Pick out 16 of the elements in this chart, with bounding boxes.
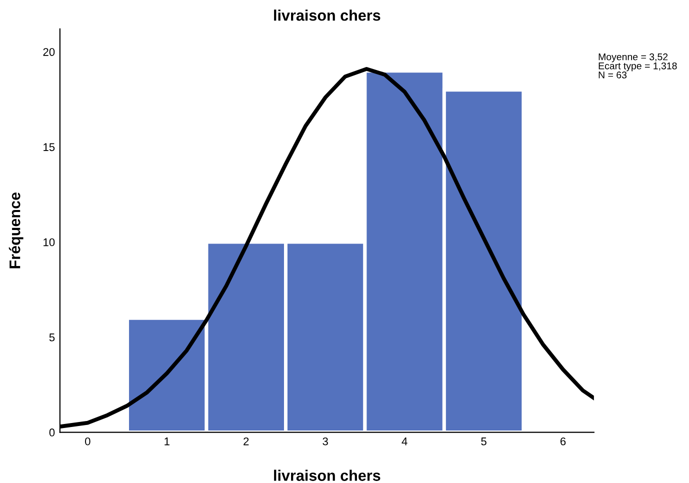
- y-tick-label: 5: [49, 334, 55, 342]
- y-tick-label: 20: [43, 48, 55, 56]
- x-tick-label: 5: [481, 438, 486, 446]
- x-tick-label: 3: [322, 437, 328, 446]
- y-tick-label: 15: [44, 143, 55, 152]
- x-tick-label: 0: [85, 437, 90, 446]
- chart-title: livraison chers: [274, 10, 380, 21]
- x-tick-label: 6: [560, 437, 566, 446]
- y-tick-label: 0: [49, 428, 55, 436]
- x-axis-title: livraison chers: [274, 470, 380, 481]
- y-tick-label: 10: [44, 238, 55, 246]
- text: Moyenne = 3,52 Ecart type = 1,318 N = 63: [598, 53, 677, 78]
- x-tick-label: 4: [402, 438, 408, 446]
- y-axis-title: Fréquence: [8, 192, 24, 268]
- x-tick-label: 1: [164, 438, 170, 446]
- x-tick-label: 2: [244, 437, 249, 446]
